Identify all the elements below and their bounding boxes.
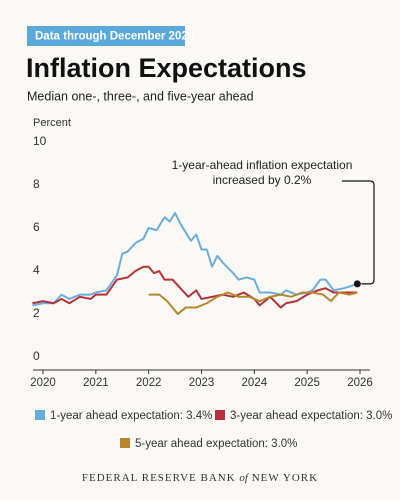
footer-part: FEDERAL RESERVE BANK bbox=[82, 472, 236, 484]
footer-part: of bbox=[239, 472, 250, 484]
x-tick-label: 2024 bbox=[242, 377, 268, 389]
legend-swatch bbox=[215, 410, 225, 420]
legend-swatch bbox=[120, 438, 130, 448]
annotation: 1-year-ahead inflation expectation bbox=[172, 158, 353, 172]
annotation: increased by 0.2% bbox=[213, 173, 312, 187]
legend-label: 3-year ahead expectation: 3.0% bbox=[230, 410, 392, 422]
y-tick-label: 2 bbox=[33, 306, 40, 320]
series-line bbox=[32, 265, 358, 309]
series-line bbox=[148, 291, 358, 315]
y-tick-label: 0 bbox=[33, 349, 40, 363]
legend-swatch bbox=[35, 410, 45, 420]
highlight-point bbox=[353, 280, 361, 288]
y-tick-label: 4 bbox=[33, 263, 40, 277]
y-tick-label: 6 bbox=[33, 220, 40, 234]
legend-label: 5-year ahead expectation: 3.0% bbox=[135, 438, 297, 450]
badge: Data through December 2025 bbox=[35, 31, 195, 43]
y-axis-label: Percent bbox=[33, 117, 71, 129]
y-tick-label: 8 bbox=[33, 177, 40, 191]
y-tick-label: 10 bbox=[33, 134, 47, 148]
x-tick-label: 2022 bbox=[136, 377, 162, 389]
chart-title: Inflation Expectations bbox=[26, 53, 307, 83]
series-line bbox=[32, 211, 358, 307]
x-tick-label: 2026 bbox=[347, 377, 373, 389]
footer-part: NEW YORK bbox=[252, 472, 318, 484]
legend-label: 1-year ahead expectation: 3.4% bbox=[50, 410, 212, 422]
x-tick-label: 2023 bbox=[189, 377, 215, 389]
x-tick-label: 2021 bbox=[83, 377, 109, 389]
x-tick-label: 2020 bbox=[30, 377, 56, 389]
subtitle: Median one-, three-, and five-year ahead bbox=[27, 89, 254, 103]
x-tick-label: 2025 bbox=[294, 377, 320, 389]
badge-box bbox=[27, 26, 185, 46]
footer: FEDERAL RESERVE BANK of NEW YORK bbox=[82, 472, 318, 484]
annotation-connector bbox=[342, 180, 375, 285]
